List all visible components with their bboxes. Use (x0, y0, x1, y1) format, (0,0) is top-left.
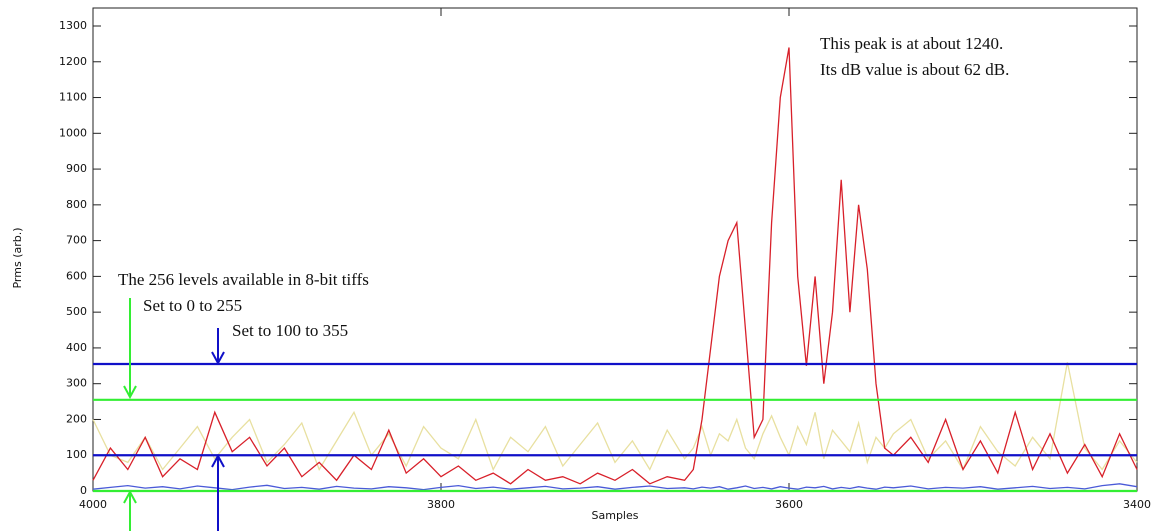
y-tick-label: 1300 (59, 19, 87, 32)
annotation: This peak is at about 1240. (820, 34, 1003, 53)
plot-frame (92, 7, 1138, 492)
arrows (123, 298, 225, 531)
arrow-head (211, 351, 225, 366)
y-tick-label: 1000 (59, 126, 87, 139)
y-tick-label: 100 (66, 448, 87, 461)
annotation: Its dB value is about 62 dB. (820, 60, 1009, 79)
x-tick-label: 3600 (775, 498, 803, 511)
y-tick-label: 500 (66, 305, 87, 318)
y-tick-label: 800 (66, 198, 87, 211)
annotation: Set to 100 to 355 (232, 321, 348, 340)
x-tick-label: 4000 (79, 498, 107, 511)
x-axis-label: Samples (592, 509, 639, 522)
series-line (92, 483, 1138, 491)
x-tick-label: 3400 (1123, 498, 1151, 511)
y-tick-label: 0 (80, 484, 87, 497)
y-tick-label: 300 (66, 377, 87, 390)
annotation: Set to 0 to 255 (143, 296, 242, 315)
annotation: The 256 levels available in 8-bit tiffs (118, 270, 369, 289)
series-line (92, 362, 1138, 472)
y-tick-label: 700 (66, 234, 87, 247)
y-tick-label: 200 (66, 412, 87, 425)
series-line (92, 47, 1138, 485)
y-tick-label: 900 (66, 162, 87, 175)
y-tick-label: 600 (66, 269, 87, 282)
y-tick-label: 1100 (59, 91, 87, 104)
arrow-head (123, 385, 137, 400)
y-tick-label: 400 (66, 341, 87, 354)
y-axis-label: Prms (arb.) (11, 227, 24, 288)
y-tick-label: 1200 (59, 55, 87, 68)
x-tick-label: 3800 (427, 498, 455, 511)
arrow-head (211, 453, 225, 468)
arrow-head (123, 489, 137, 504)
